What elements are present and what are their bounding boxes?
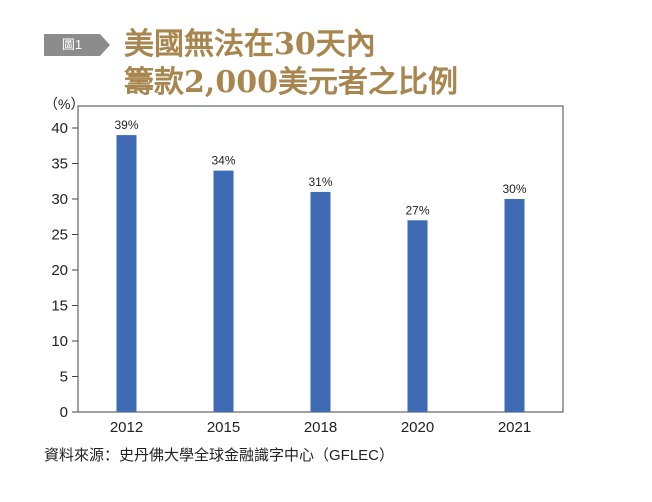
figure-tag-shape bbox=[44, 34, 110, 56]
chart-title-line-1: 美國無法在30天內 bbox=[124, 27, 376, 62]
x-tick-label: 2015 bbox=[207, 419, 240, 436]
y-tick-label: 40 bbox=[51, 120, 68, 137]
bar bbox=[310, 191, 331, 412]
data-label: 34% bbox=[211, 154, 235, 168]
y-tick-label: 20 bbox=[51, 262, 68, 279]
chart-title: 美國無法在30天內 籌款2,000美元者之比例 bbox=[124, 26, 458, 102]
bar bbox=[213, 170, 234, 412]
bar bbox=[116, 135, 137, 412]
y-tick-label: 25 bbox=[51, 227, 68, 244]
x-tick-label: 2012 bbox=[110, 419, 143, 436]
data-label: 31% bbox=[308, 175, 332, 189]
y-tick-label: 35 bbox=[51, 156, 68, 173]
y-tick-label: 5 bbox=[60, 369, 68, 386]
source-note: 資料來源：史丹佛大學全球金融識字中心（GFLEC） bbox=[44, 447, 395, 464]
y-tick-label: 10 bbox=[51, 333, 68, 350]
y-tick-label: 0 bbox=[60, 404, 68, 421]
figure-tag-label: 圖1 bbox=[61, 37, 83, 52]
x-tick-label: 2020 bbox=[401, 419, 434, 436]
y-tick-label: 30 bbox=[51, 191, 68, 208]
data-label: 39% bbox=[114, 118, 138, 132]
chart-title-line-2: 籌款2,000美元者之比例 bbox=[124, 65, 458, 100]
figure-tag: 圖1 bbox=[44, 34, 112, 56]
y-tick-label: 15 bbox=[51, 298, 68, 315]
data-label: 30% bbox=[502, 182, 526, 196]
x-tick-label: 2018 bbox=[304, 419, 337, 436]
data-label: 27% bbox=[405, 203, 429, 217]
y-axis-unit-label: （%） bbox=[44, 96, 85, 112]
x-tick-label: 2021 bbox=[498, 419, 531, 436]
bar bbox=[407, 220, 428, 412]
bar bbox=[504, 199, 525, 412]
